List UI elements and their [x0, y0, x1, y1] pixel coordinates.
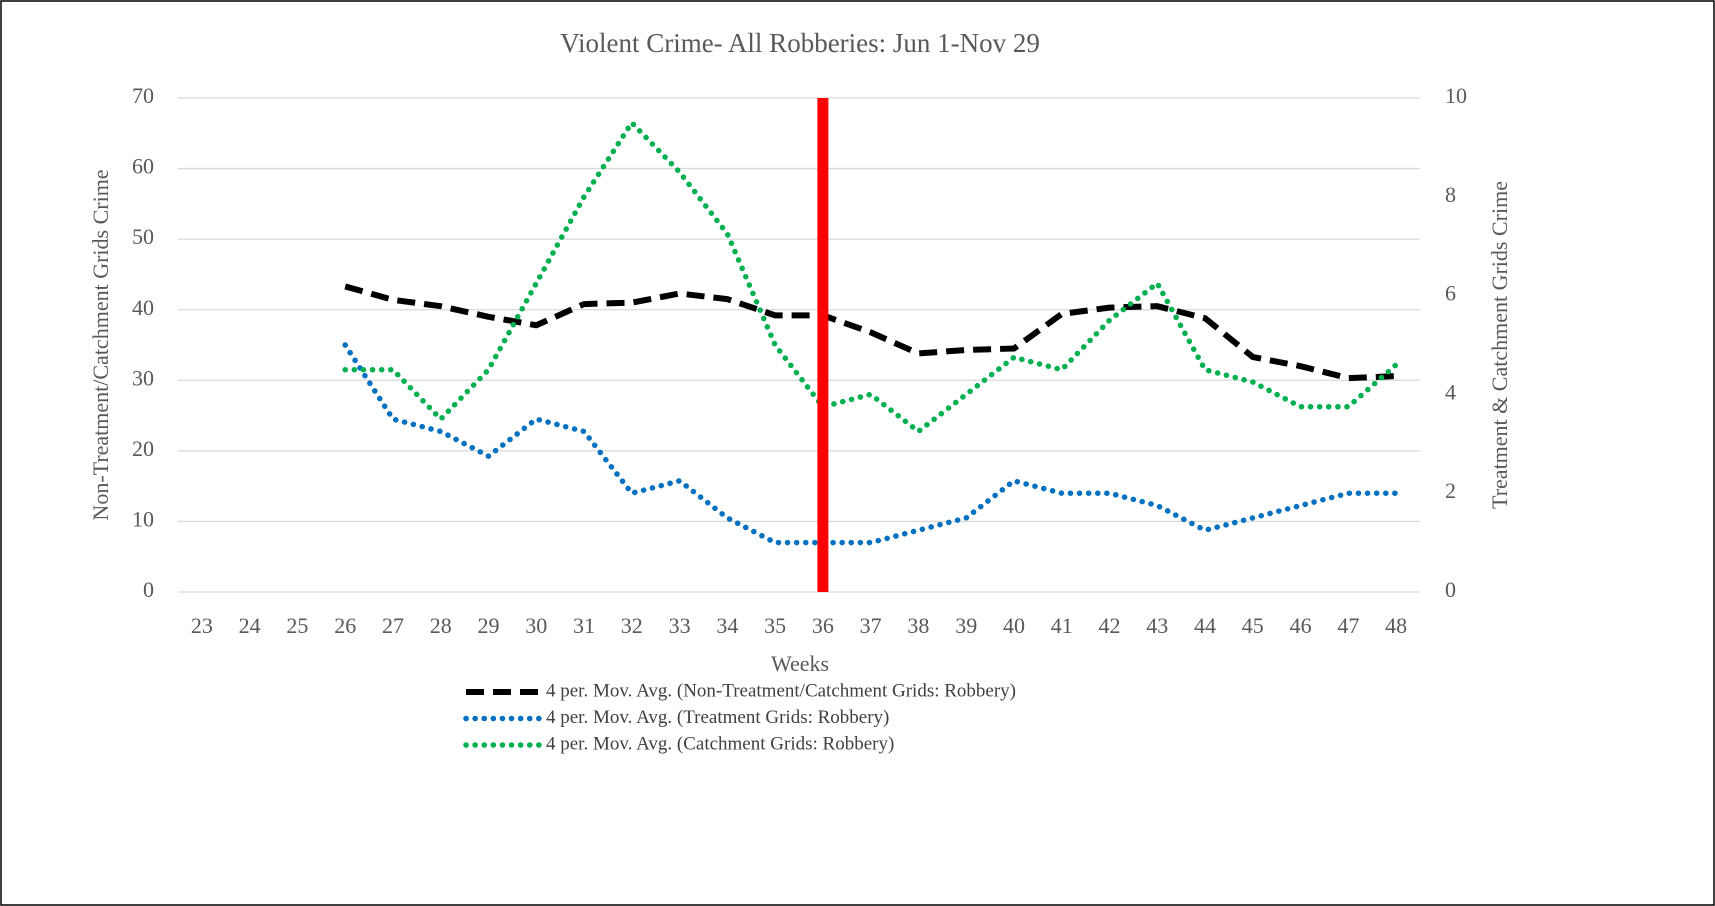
series-line [344, 283, 1397, 382]
x-tick-label: 43 [1146, 613, 1168, 638]
x-tick-label: 27 [382, 613, 404, 638]
y2-axis-label: Treatment & Catchment Grids Crime [1487, 181, 1512, 509]
x-tick-label: 47 [1337, 613, 1359, 638]
y-tick-label: 20 [132, 436, 154, 461]
x-tick-label: 35 [764, 613, 786, 638]
x-tick-label: 41 [1051, 613, 1073, 638]
y2-tick-label: 10 [1445, 83, 1467, 108]
chart-title: Violent Crime- All Robberies: Jun 1-Nov … [560, 28, 1040, 58]
x-tick-label: 39 [955, 613, 977, 638]
y2-tick-label: 0 [1445, 577, 1456, 602]
x-tick-label: 26 [334, 613, 356, 638]
y-tick-label: 0 [143, 577, 154, 602]
x-tick-label: 24 [239, 613, 261, 638]
y-tick-label: 40 [132, 295, 154, 320]
y-tick-label: 60 [132, 154, 154, 179]
x-tick-label: 44 [1194, 613, 1216, 638]
y-tick-label: 50 [132, 224, 154, 249]
x-tick-label: 34 [716, 613, 738, 638]
y2-tick-label: 8 [1445, 182, 1456, 207]
x-tick-label: 23 [191, 613, 213, 638]
y2-tick-label: 6 [1445, 281, 1456, 306]
x-tick-label: 46 [1290, 613, 1312, 638]
y-axis-label: Non-Treatment/Catchment Grids Crime [88, 169, 113, 520]
x-axis-label: Weeks [771, 651, 829, 676]
x-tick-label: 40 [1003, 613, 1025, 638]
series-line [342, 342, 1399, 546]
y-tick-label: 30 [132, 365, 154, 390]
x-tick-label: 42 [1099, 613, 1121, 638]
series-line [342, 119, 1399, 435]
x-tick-label: 29 [478, 613, 500, 638]
x-tick-label: 45 [1242, 613, 1264, 638]
x-tick-label: 25 [286, 613, 308, 638]
x-tick-label: 38 [907, 613, 929, 638]
x-tick-label: 28 [430, 613, 452, 638]
y2-tick-label: 4 [1445, 379, 1456, 404]
legend-label: 4 per. Mov. Avg. (Treatment Grids: Robbe… [546, 707, 889, 728]
x-tick-label: 36 [812, 613, 834, 638]
x-tick-label: 32 [621, 613, 643, 638]
x-tick-label: 31 [573, 613, 595, 638]
legend-label: 4 per. Mov. Avg. (Catchment Grids: Robbe… [546, 733, 894, 754]
y-tick-label: 70 [132, 83, 154, 108]
y-tick-label: 10 [132, 506, 154, 531]
x-tick-label: 37 [860, 613, 882, 638]
x-tick-label: 48 [1385, 613, 1407, 638]
y2-tick-label: 2 [1445, 478, 1456, 503]
legend-label: 4 per. Mov. Avg. (Non-Treatment/Catchmen… [546, 680, 1016, 701]
x-tick-label: 33 [669, 613, 691, 638]
x-tick-label: 30 [525, 613, 547, 638]
